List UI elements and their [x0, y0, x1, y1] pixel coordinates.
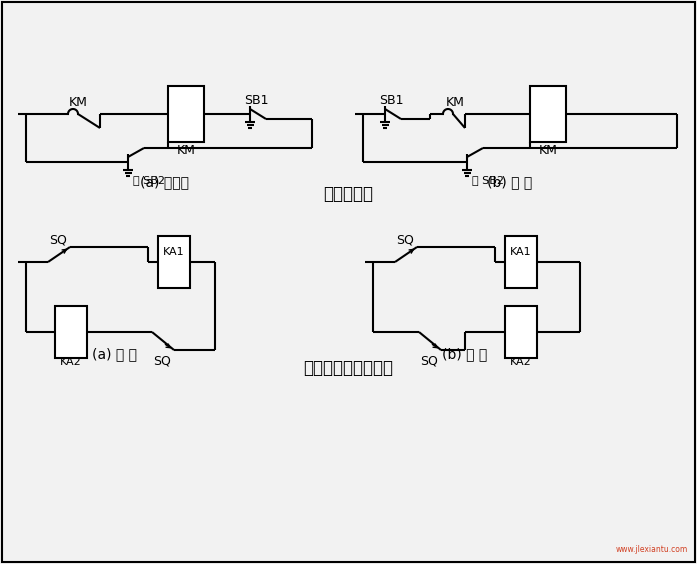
Text: SQ: SQ [49, 233, 67, 246]
Bar [55, 306, 87, 358]
Text: (b) 合 理: (b) 合 理 [487, 175, 533, 189]
Text: (a) 不合理: (a) 不合理 [141, 175, 190, 189]
Text: KM: KM [176, 144, 195, 157]
Bar [505, 306, 537, 358]
Bar [168, 86, 204, 142]
Text: KM: KM [539, 144, 558, 157]
Text: KA2: KA2 [60, 357, 82, 367]
Text: (a) 错 误: (a) 错 误 [93, 347, 137, 361]
Text: SQ: SQ [420, 354, 438, 367]
Bar [158, 236, 190, 288]
Text: 山 SB2: 山 SB2 [472, 175, 504, 185]
Text: KM: KM [68, 96, 87, 109]
Text: 电器连接图: 电器连接图 [323, 185, 373, 203]
Text: SQ: SQ [396, 233, 414, 246]
Bar [505, 236, 537, 288]
Text: SB1: SB1 [244, 94, 268, 107]
Text: (b) 正 确: (b) 正 确 [443, 347, 488, 361]
Text: KA1: KA1 [510, 247, 532, 257]
Text: 山 SB2: 山 SB2 [133, 175, 165, 185]
Text: KA1: KA1 [163, 247, 185, 257]
Text: SQ: SQ [153, 354, 171, 367]
Text: 正确连接电器的触点: 正确连接电器的触点 [303, 359, 393, 377]
Text: www.jlexiantu.com: www.jlexiantu.com [615, 545, 688, 554]
Text: SB1: SB1 [378, 94, 404, 107]
Text: KA2: KA2 [510, 357, 532, 367]
Text: KM: KM [445, 96, 464, 109]
Bar [530, 86, 566, 142]
